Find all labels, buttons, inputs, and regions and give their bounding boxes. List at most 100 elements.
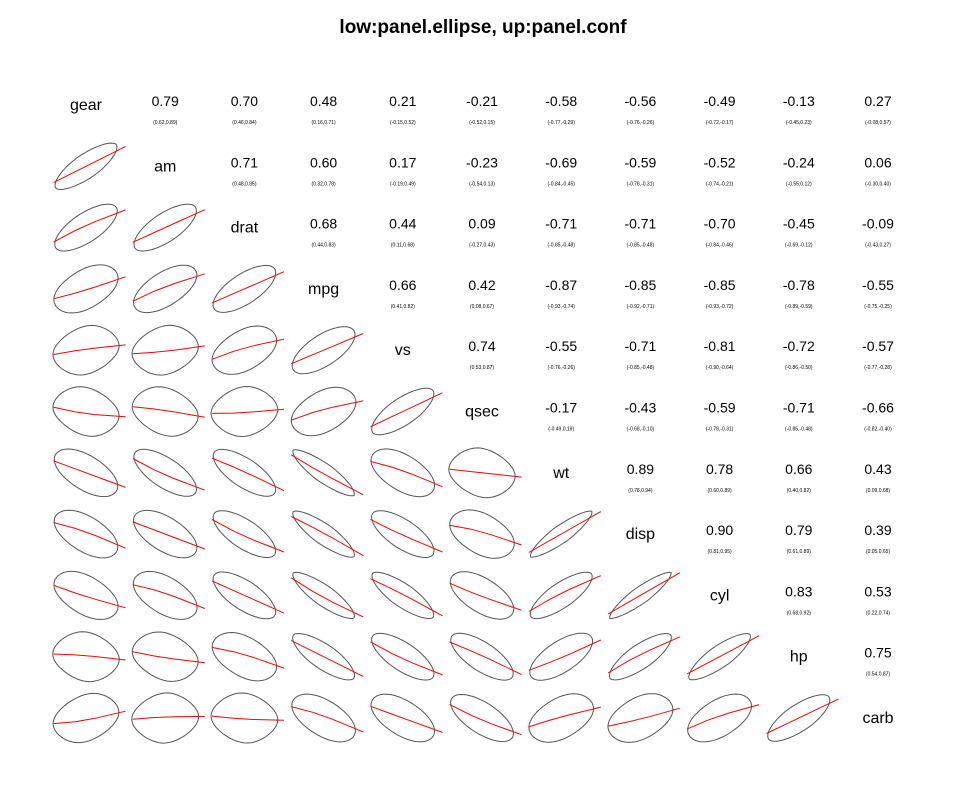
- ellipse-mpg-gear: [53, 264, 119, 314]
- ellipse-hp-drat: [211, 631, 278, 682]
- corr-value: 0.43: [864, 461, 891, 477]
- smooth-line-mpg-drat: [211, 271, 285, 304]
- smooth-line-am-gear: [53, 145, 126, 184]
- corr-ci: (-0.75,-0.25): [864, 304, 892, 310]
- corr-value: -0.87: [545, 277, 577, 293]
- corr-value: 0.83: [785, 583, 812, 599]
- corr-value: 0.21: [389, 93, 416, 109]
- ellipse-vs-drat: [211, 325, 278, 375]
- corr-ci: (-0.90,-0.64): [706, 365, 734, 371]
- corr-value: -0.70: [704, 216, 736, 232]
- ellipse-wt-drat: [212, 448, 277, 497]
- smooth-line-wt-am: [132, 458, 205, 491]
- corr-value: -0.69: [545, 154, 577, 170]
- corr-ci: (0.41,0.82): [391, 304, 416, 310]
- corr-ci: (-0.43,0.27): [865, 243, 891, 249]
- smooth-line-hp-disp: [607, 636, 681, 674]
- smooth-line-cyl-drat: [211, 580, 285, 614]
- smooth-line-wt-gear: [53, 460, 126, 488]
- corr-value: -0.85: [624, 277, 656, 293]
- corr-ci: (0.44,0.83): [312, 243, 337, 249]
- corr-value: -0.09: [862, 216, 894, 232]
- ellipse-carb-disp: [607, 693, 674, 743]
- ellipse-hp-disp: [609, 632, 672, 681]
- smooth-line-qsec-mpg: [291, 400, 364, 421]
- ellipse-disp-wt: [529, 510, 593, 558]
- corr-value: 0.17: [389, 154, 416, 170]
- corr-ci: (-0.27,0.43): [469, 243, 495, 249]
- ellipse-vs-mpg: [291, 326, 356, 375]
- ellipse-carb-drat: [210, 692, 279, 744]
- corr-value: -0.52: [704, 154, 736, 170]
- smooth-line-qsec-drat: [211, 408, 285, 414]
- corr-ci: (-0.15,0.52): [390, 120, 416, 126]
- smooth-line-carb-qsec: [449, 703, 522, 736]
- smooth-line-hp-cyl: [686, 635, 760, 675]
- ellipse-carb-hp: [767, 694, 831, 742]
- corr-ci: (-0.76,-0.26): [547, 365, 575, 371]
- corr-ci: (-0.49,0.19): [548, 427, 574, 433]
- smooth-line-drat-am: [132, 209, 206, 243]
- corr-value: -0.45: [783, 216, 815, 232]
- smooth-line-disp-qsec: [449, 524, 522, 546]
- ellipse-carb-wt: [528, 693, 595, 743]
- corr-ci: (-0.45,0.23): [786, 120, 812, 126]
- corr-value: 0.68: [310, 216, 337, 232]
- ellipse-cyl-qsec: [449, 571, 515, 620]
- corr-value: 0.70: [231, 93, 258, 109]
- ellipse-hp-cyl: [688, 633, 751, 681]
- corr-ci: (0.62,0.89): [153, 120, 178, 126]
- ellipse-cyl-vs: [371, 571, 435, 619]
- ellipse-wt-am: [133, 448, 198, 497]
- smooth-line-carb-disp: [607, 707, 681, 727]
- corr-value: -0.23: [466, 154, 498, 170]
- diagonal-label-qsec: qsec: [465, 404, 499, 421]
- corr-value: 0.66: [785, 461, 812, 477]
- corr-value: -0.21: [466, 93, 498, 109]
- corr-ci: (-0.85,-0.48): [547, 243, 575, 249]
- corr-ci: (-0.89,-0.59): [785, 304, 813, 310]
- corr-value: 0.66: [389, 277, 416, 293]
- smooth-line-wt-mpg: [290, 454, 364, 496]
- corr-value: -0.58: [545, 93, 577, 109]
- diagonal-label-wt: wt: [552, 465, 570, 482]
- corr-ci: (-0.85,-0.48): [785, 427, 813, 433]
- smooth-line-hp-drat: [211, 646, 285, 669]
- smooth-line-hp-wt: [528, 639, 602, 671]
- corr-ci: (0.40,0.82): [787, 488, 812, 494]
- corr-ci: (-0.69,-0.12): [785, 243, 813, 249]
- smooth-line-disp-mpg: [290, 516, 364, 557]
- ellipse-am-gear: [54, 142, 118, 191]
- corr-ci: (-0.86,-0.50): [785, 365, 813, 371]
- smooth-line-cyl-gear: [53, 584, 126, 609]
- ellipse-cyl-disp: [609, 571, 672, 620]
- ellipse-cyl-am: [132, 570, 198, 620]
- ellipse-hp-wt: [529, 632, 594, 681]
- ellipse-carb-gear: [52, 692, 120, 744]
- corr-value: -0.71: [545, 216, 577, 232]
- diagonal-label-vs: vs: [395, 342, 411, 359]
- ellipse-qsec-drat: [210, 385, 279, 438]
- corr-value: -0.78: [783, 277, 815, 293]
- corr-value: -0.59: [704, 400, 736, 416]
- diagonal-label-mpg: mpg: [308, 281, 339, 298]
- ellipse-carb-am: [131, 692, 200, 744]
- smooth-line-cyl-vs: [370, 578, 443, 617]
- smooth-line-disp-drat: [211, 518, 285, 553]
- smooth-line-cyl-qsec: [449, 582, 522, 611]
- corr-value: -0.55: [862, 277, 894, 293]
- corr-ci: (-0.30,0.40): [865, 181, 891, 187]
- corr-ci: (-0.55,0.12): [786, 181, 812, 187]
- ellipse-wt-mpg: [292, 449, 355, 497]
- smooth-line-hp-mpg: [290, 640, 364, 677]
- smooth-line-carb-am: [132, 716, 205, 720]
- corr-ci: (0.60,0.89): [708, 488, 733, 494]
- ellipse-carb-mpg: [291, 693, 356, 743]
- corr-ci: (-0.84,-0.45): [547, 181, 575, 187]
- smooth-line-vs-gear: [53, 344, 126, 355]
- smooth-line-disp-gear: [53, 522, 126, 549]
- corr-value: -0.17: [545, 400, 577, 416]
- ellipse-cyl-mpg: [292, 571, 355, 620]
- smooth-line-vs-mpg: [291, 333, 364, 365]
